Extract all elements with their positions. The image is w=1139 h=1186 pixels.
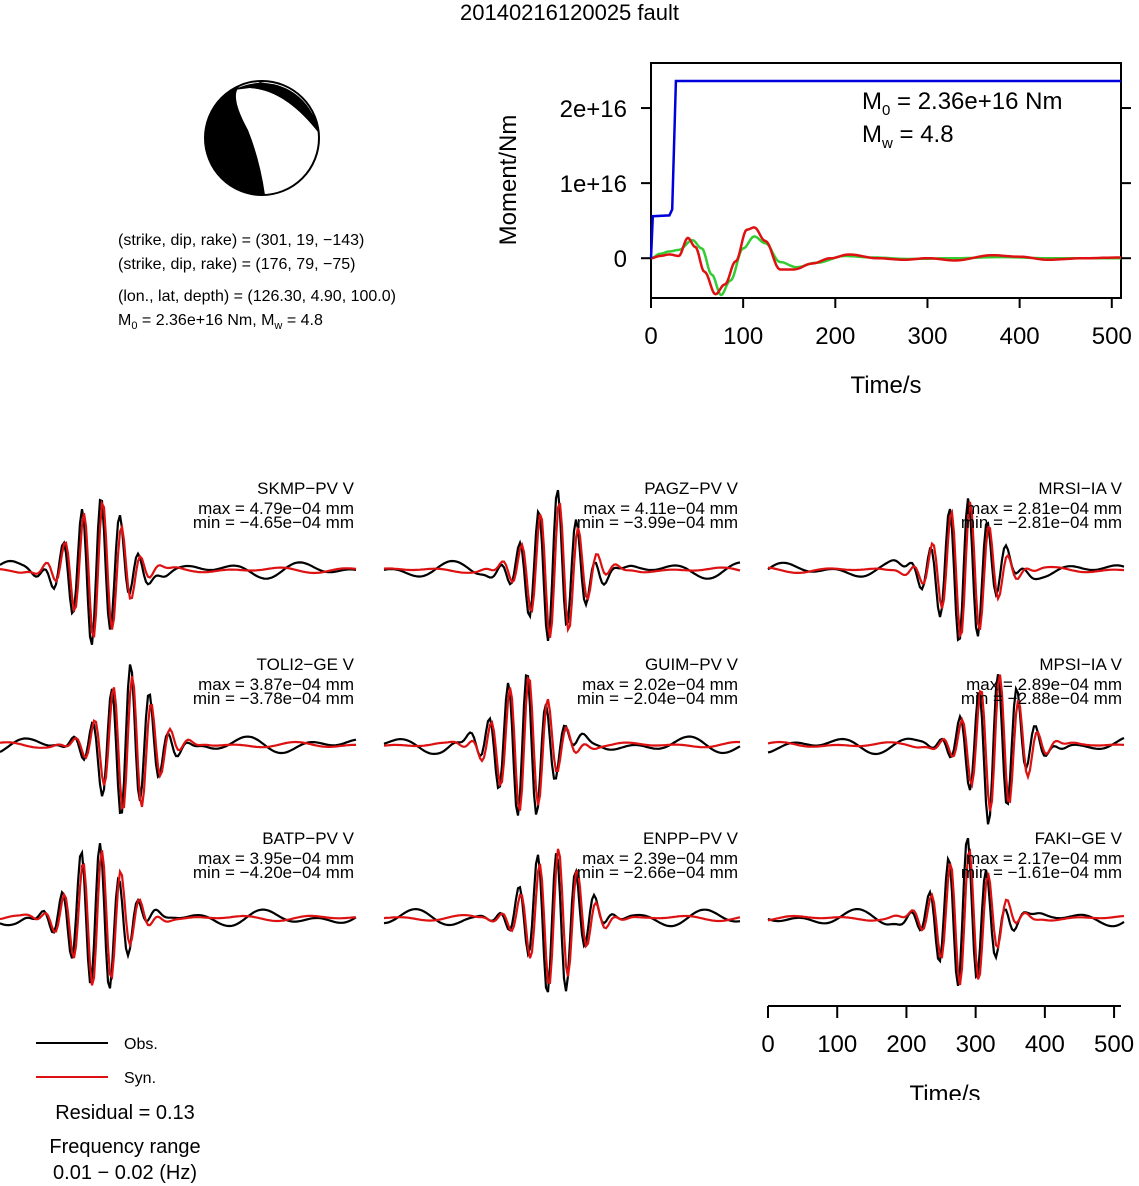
station-min: min = −3.78e−04 mm (193, 689, 354, 708)
station-min: min = −3.99e−04 mm (577, 513, 738, 532)
obs-trace (767, 674, 1125, 825)
moment-x-tick-label: 200 (815, 323, 855, 350)
station-max: max = 4.11e−04 mm (583, 499, 738, 518)
waveform-x-tick-label: 0 (761, 1031, 774, 1058)
nodal-plane-2: (strike, dip, rake) = (176, 79, −75) (118, 256, 356, 273)
legend-syn-label: Syn. (124, 1070, 156, 1087)
station-max: max = 2.02e−04 mm (582, 675, 738, 694)
syn-trace (0, 676, 356, 810)
moment-y-tick-label: 1e+16 (560, 171, 627, 198)
moment-x-tick-label: 400 (1000, 323, 1040, 350)
cumulative-moment-line (649, 79, 1121, 259)
residual-text: Residual = 0.13 (55, 1102, 195, 1124)
frequency-title: Frequency range (49, 1136, 201, 1158)
nodal-plane-1: (strike, dip, rake) = (301, 19, −143) (118, 232, 365, 249)
station-max: max = 2.89e−04 mm (966, 675, 1122, 694)
moment-x-tick-label: 100 (723, 323, 763, 350)
moment-ylabel: Moment/Nm (495, 115, 522, 246)
location-text: (lon., lat, depth) = (126.30, 4.90, 100.… (118, 288, 396, 305)
station-min: min = −2.66e−04 mm (577, 863, 738, 882)
m0-annotation: M0 = 2.36e+16 Nm (862, 88, 1062, 119)
syn-trace (0, 499, 357, 638)
station-min: min = −2.88e−04 mm (961, 689, 1122, 708)
moment-y-tick-label: 0 (614, 246, 627, 273)
syn-trace (767, 674, 1125, 812)
frequency-value: 0.01 − 0.02 (Hz) (53, 1162, 197, 1184)
station-name: ENPP−PV V (643, 829, 739, 848)
obs-trace (383, 853, 741, 993)
moment-y-tick-label: 2e+16 (560, 96, 627, 123)
syn-trace (383, 502, 741, 638)
station-name: MRSI−IA V (1038, 479, 1122, 498)
waveform-x-tick-label: 300 (956, 1031, 996, 1058)
moment-x-tick-label: 500 (1092, 323, 1132, 350)
legend-obs-label: Obs. (124, 1036, 158, 1053)
mw-annotation: Mw = 4.8 (862, 121, 954, 152)
moment-plot-frame (650, 62, 1122, 299)
station-name: FAKI−GE V (1035, 829, 1123, 848)
station-max: max = 2.81e−04 mm (966, 499, 1122, 518)
waveform-x-tick-label: 400 (1025, 1031, 1065, 1058)
station-name: PAGZ−PV V (644, 479, 738, 498)
station-name: TOLI2−GE V (257, 655, 355, 674)
waveform-red-line (650, 226, 1121, 296)
station-max: max = 2.17e−04 mm (966, 849, 1122, 868)
syn-trace (383, 848, 741, 984)
page-title: 20140216120025 fault (460, 0, 679, 25)
legend: Obs. Syn. (36, 1036, 158, 1087)
mw-rest: = 4.8 (282, 312, 323, 329)
waveform-xlabel: Time/s (909, 1081, 980, 1100)
moment-summary: M0 = 2.36e+16 Nm, Mw = 4.8 (118, 312, 323, 332)
station-max: max = 3.95e−04 mm (198, 849, 354, 868)
moment-x-tick-label: 300 (907, 323, 947, 350)
syn-trace (383, 675, 741, 811)
moment-m: M (118, 312, 132, 329)
syn-trace (767, 848, 1125, 986)
moment-x-tick-label: 0 (644, 323, 657, 350)
station-max: max = 2.39e−04 mm (582, 849, 738, 868)
obs-trace (383, 673, 741, 816)
mw-sub: w (274, 320, 283, 333)
waveform-x-tick-label: 500 (1094, 1031, 1134, 1058)
station-min: min = −2.81e−04 mm (961, 513, 1122, 532)
beachball-icon (204, 80, 320, 196)
station-min: min = −4.20e−04 mm (193, 863, 354, 882)
waveform-x-tick-label: 100 (817, 1031, 857, 1058)
moment-rest: = 2.36e+16 Nm, M (137, 312, 275, 329)
station-name: SKMP−PV V (257, 479, 355, 498)
station-min: min = −2.04e−04 mm (577, 689, 738, 708)
station-max: max = 4.79e−04 mm (198, 499, 354, 518)
moment-sub: 0 (131, 320, 138, 333)
station-min: min = −1.61e−04 mm (961, 863, 1122, 882)
station-max: max = 3.87e−04 mm (198, 675, 354, 694)
station-name: BATP−PV V (262, 829, 354, 848)
obs-trace (383, 489, 741, 641)
moment-chart: 0 100 200 300 400 500 0 1e+16 2e+16 Moment/Nm Ti… (495, 62, 1132, 399)
syn-trace (767, 501, 1125, 639)
moment-xlabel: Time/s (850, 372, 921, 399)
station-name: GUIM−PV V (645, 655, 739, 674)
waveform-x-tick-label: 200 (886, 1031, 926, 1058)
station-min: min = −4.65e−04 mm (193, 513, 354, 532)
station-name: MPSI−IA V (1039, 655, 1122, 674)
syn-trace (0, 850, 356, 986)
